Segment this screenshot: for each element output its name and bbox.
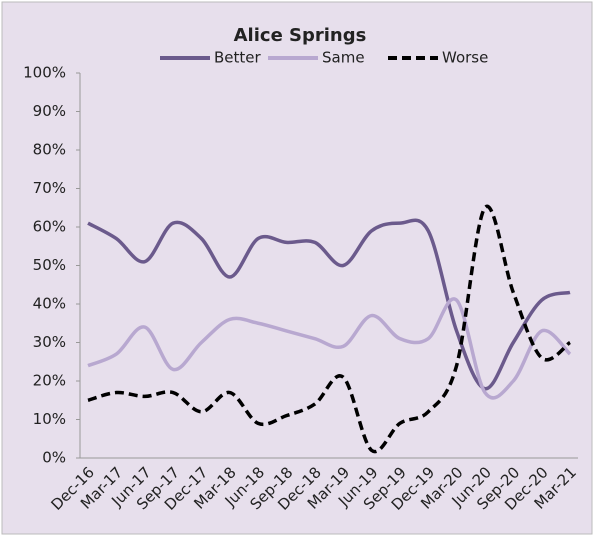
- line-series: [87, 297, 572, 400]
- y-tick-label: 90%: [33, 102, 66, 120]
- y-tick-label: 80%: [33, 141, 66, 159]
- line-series: [87, 218, 571, 391]
- legend-label: Same: [322, 49, 365, 67]
- y-tick-label: 10%: [33, 410, 66, 428]
- y-tick-label: 60%: [33, 218, 66, 236]
- y-tick-label: 50%: [33, 256, 66, 274]
- y-tick-label: 0%: [42, 449, 66, 467]
- chart-title: Alice Springs: [234, 25, 367, 46]
- legend-label: Better: [214, 49, 262, 67]
- y-tick-label: 20%: [33, 372, 66, 390]
- y-tick-label: 70%: [33, 179, 66, 197]
- y-tick-label: 30%: [33, 333, 66, 351]
- y-tick-label: 40%: [33, 295, 66, 313]
- y-tick-label: 100%: [23, 64, 66, 82]
- line-series: [87, 204, 572, 454]
- legend-label: Worse: [442, 49, 488, 67]
